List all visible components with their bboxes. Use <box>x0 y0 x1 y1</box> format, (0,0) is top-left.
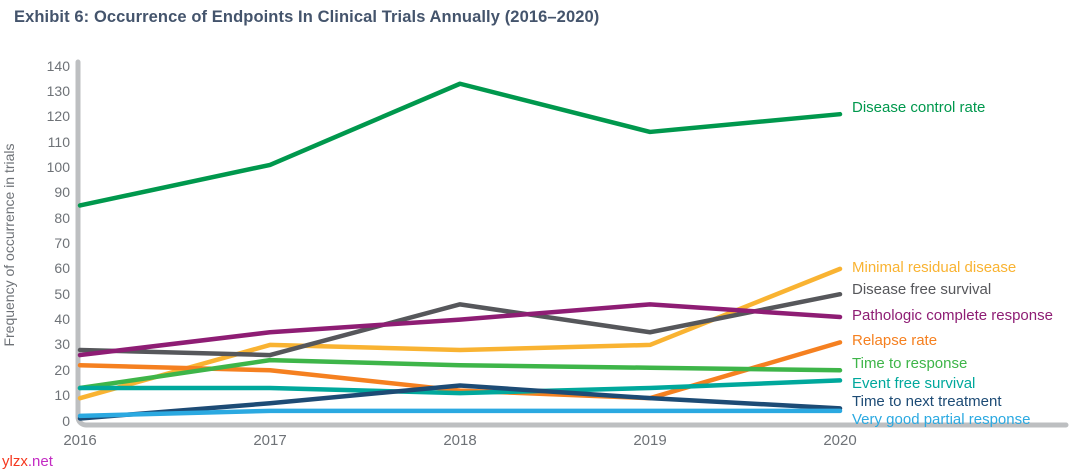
series-label-event-free-survival: Event free survival <box>852 375 976 392</box>
y-tick-label-20: 20 <box>54 361 70 378</box>
y-tick-label-80: 80 <box>54 209 70 226</box>
series-label-disease-free-survival: Disease free survival <box>852 281 992 298</box>
y-tick-label-60: 60 <box>54 260 70 277</box>
series-line-event-free-survival <box>77 378 843 396</box>
watermark-link[interactable]: ylzx.net <box>2 453 53 471</box>
series-line-very-good-partial-response <box>77 408 843 419</box>
series-label-time-to-response: Time to response <box>852 355 968 372</box>
series-lines-group <box>77 81 843 421</box>
y-tick-label-30: 30 <box>54 336 70 353</box>
series-label-pathologic-complete-response: Pathologic complete response <box>852 307 1053 324</box>
series-line-pathologic-complete-response <box>77 302 843 358</box>
y-tick-label-10: 10 <box>54 387 70 404</box>
x-tick-label-2018: 2018 <box>443 432 477 449</box>
y-tick-label-100: 100 <box>46 158 70 175</box>
series-line-time-to-next-treatment <box>77 383 843 421</box>
x-tick-label-2016: 2016 <box>63 432 97 449</box>
series-label-disease-control-rate: Disease control rate <box>852 99 986 116</box>
series-label-time-to-next-treatment: Time to next treatment <box>852 393 1002 410</box>
series-line-disease-free-survival <box>77 291 843 358</box>
y-tick-label-90: 90 <box>54 184 70 201</box>
series-line-minimal-residual-disease <box>77 266 843 401</box>
watermark-part2: .net <box>27 453 53 470</box>
y-tick-label-140: 140 <box>46 57 70 74</box>
x-tick-label-2019: 2019 <box>633 432 667 449</box>
y-tick-label-70: 70 <box>54 235 70 251</box>
y-tick-label-50: 50 <box>54 285 70 302</box>
axis-lines <box>75 59 1069 428</box>
chart-title: Exhibit 6: Occurrence of Endpoints In Cl… <box>14 8 600 26</box>
series-label-relapse-rate: Relapse rate <box>852 332 938 349</box>
series-line-time-to-response <box>77 357 843 391</box>
series-label-very-good-partial-response: Very good partial response <box>852 411 1031 428</box>
series-line-disease-control-rate <box>77 81 843 208</box>
watermark-part1: ylzx <box>2 453 28 470</box>
series-label-minimal-residual-disease: Minimal residual disease <box>852 259 1017 276</box>
y-tick-label-40: 40 <box>54 311 70 328</box>
y-tick-label-120: 120 <box>46 108 70 125</box>
x-tick-label-2017: 2017 <box>253 432 287 449</box>
x-tick-label-2020: 2020 <box>823 432 857 449</box>
y-axis-title: Frequency of occurrence in trials <box>1 143 17 347</box>
y-tick-label-110: 110 <box>47 133 70 150</box>
y-tick-label-0: 0 <box>62 412 70 429</box>
y-tick-label-130: 130 <box>46 82 70 99</box>
